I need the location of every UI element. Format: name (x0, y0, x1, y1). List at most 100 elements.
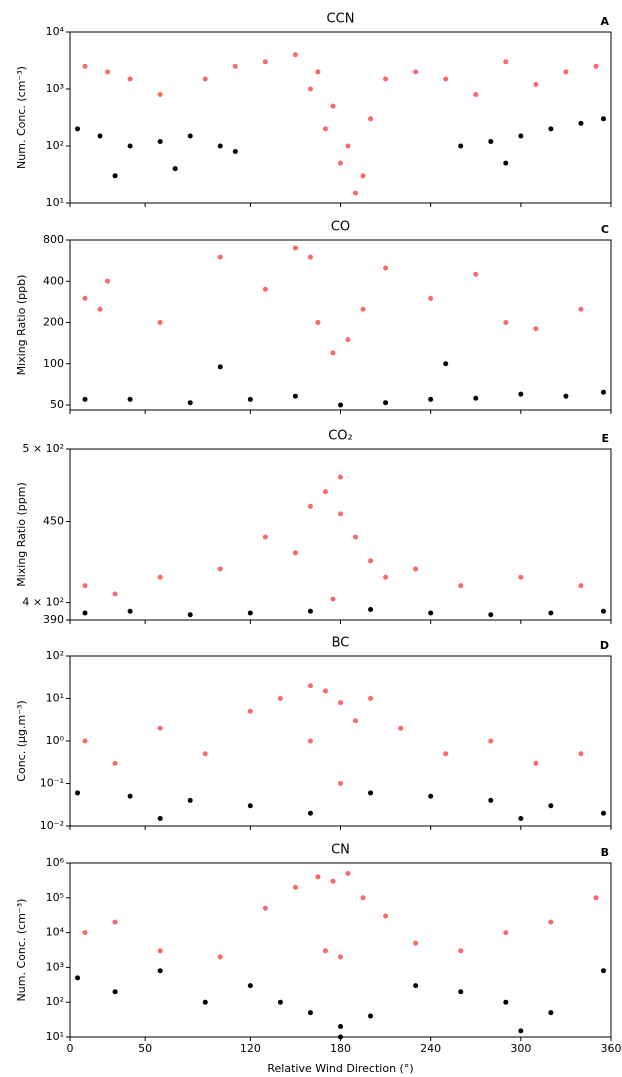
point (338, 954, 343, 960)
point (307, 86, 313, 92)
point (563, 393, 569, 399)
x-tick-label: 0 (67, 1042, 74, 1055)
y-tick-label: 10⁵ (46, 891, 64, 904)
x-tick-label: 180 (330, 1042, 351, 1055)
point (443, 751, 449, 757)
point (157, 816, 163, 822)
point (292, 52, 298, 58)
point (458, 948, 464, 954)
point (157, 574, 163, 580)
y-tick-label: 10⁶ (46, 856, 65, 869)
y-tick-label: 390 (43, 613, 64, 626)
y-tick-label: 5 × 10² (22, 442, 64, 455)
x-axis-label: Relative Wind Direction (°) (267, 1062, 413, 1075)
point (488, 612, 494, 618)
point (330, 596, 336, 602)
point (202, 76, 208, 82)
point (232, 63, 238, 69)
y-tick-label: 10² (46, 649, 64, 662)
point (307, 608, 313, 614)
y-axis-label: Num. Conc. (cm⁻³) (15, 66, 28, 169)
point (127, 793, 133, 799)
point (345, 337, 351, 343)
point (307, 254, 313, 260)
point (383, 76, 389, 82)
point (82, 63, 88, 69)
panel: CO C Mixing Ratio (ppb) 50 100 200 400 800 (15, 220, 612, 414)
point (593, 63, 599, 69)
points (82, 474, 606, 618)
point (428, 295, 434, 301)
point (353, 718, 359, 724)
point (330, 878, 336, 884)
point (428, 396, 434, 402)
point (202, 751, 208, 757)
point (105, 278, 111, 284)
point (518, 574, 524, 580)
x-tick-label: 300 (510, 1042, 531, 1055)
points (82, 245, 606, 408)
point (383, 400, 389, 406)
y-tick-label: 4 × 10² (22, 596, 64, 609)
point (262, 905, 268, 911)
point (330, 350, 336, 356)
point (157, 92, 163, 98)
point (277, 999, 283, 1005)
point (548, 1010, 554, 1016)
point (217, 254, 223, 260)
point (127, 396, 133, 402)
point (232, 149, 238, 155)
point (217, 143, 223, 149)
point (112, 173, 118, 179)
point (262, 286, 268, 292)
point (345, 143, 351, 149)
point (315, 874, 321, 880)
point (518, 1028, 524, 1034)
point (217, 566, 223, 572)
y-axis-label: Conc. (μg.m⁻³) (15, 700, 28, 781)
point (247, 396, 253, 402)
y-tick-label: 10⁻¹ (40, 777, 64, 790)
point (75, 790, 81, 796)
point (338, 474, 343, 480)
x-tick-label: 240 (420, 1042, 441, 1055)
point (600, 608, 606, 614)
x-tick-label: 120 (240, 1042, 261, 1055)
point (533, 326, 539, 332)
points (75, 683, 606, 822)
point (578, 306, 584, 312)
point (97, 133, 103, 139)
point (383, 265, 389, 271)
plot-frame (69, 31, 612, 204)
point (292, 550, 298, 556)
point (428, 610, 434, 616)
points (75, 870, 606, 1040)
point (292, 884, 298, 890)
panel-letter: B (601, 846, 609, 859)
plot-frame (69, 448, 612, 621)
point (600, 389, 606, 395)
point (322, 948, 328, 954)
point (488, 797, 494, 803)
point (548, 803, 554, 809)
point (262, 534, 268, 540)
point (368, 116, 374, 122)
point (338, 781, 343, 786)
point (338, 700, 343, 706)
point (503, 160, 509, 166)
point (315, 69, 321, 75)
y-tick-label: 10³ (46, 82, 64, 95)
point (338, 402, 343, 408)
y-tick-label: 10² (46, 139, 64, 152)
plot-frame (69, 239, 612, 411)
point (428, 793, 434, 799)
y-tick-label: 800 (43, 233, 64, 246)
panel-letter: A (600, 15, 609, 28)
point (322, 489, 328, 495)
point (360, 895, 366, 901)
point (82, 295, 88, 301)
panel-letter: C (601, 223, 609, 236)
point (563, 69, 569, 75)
panel-letter: E (601, 432, 609, 445)
point (338, 160, 343, 166)
